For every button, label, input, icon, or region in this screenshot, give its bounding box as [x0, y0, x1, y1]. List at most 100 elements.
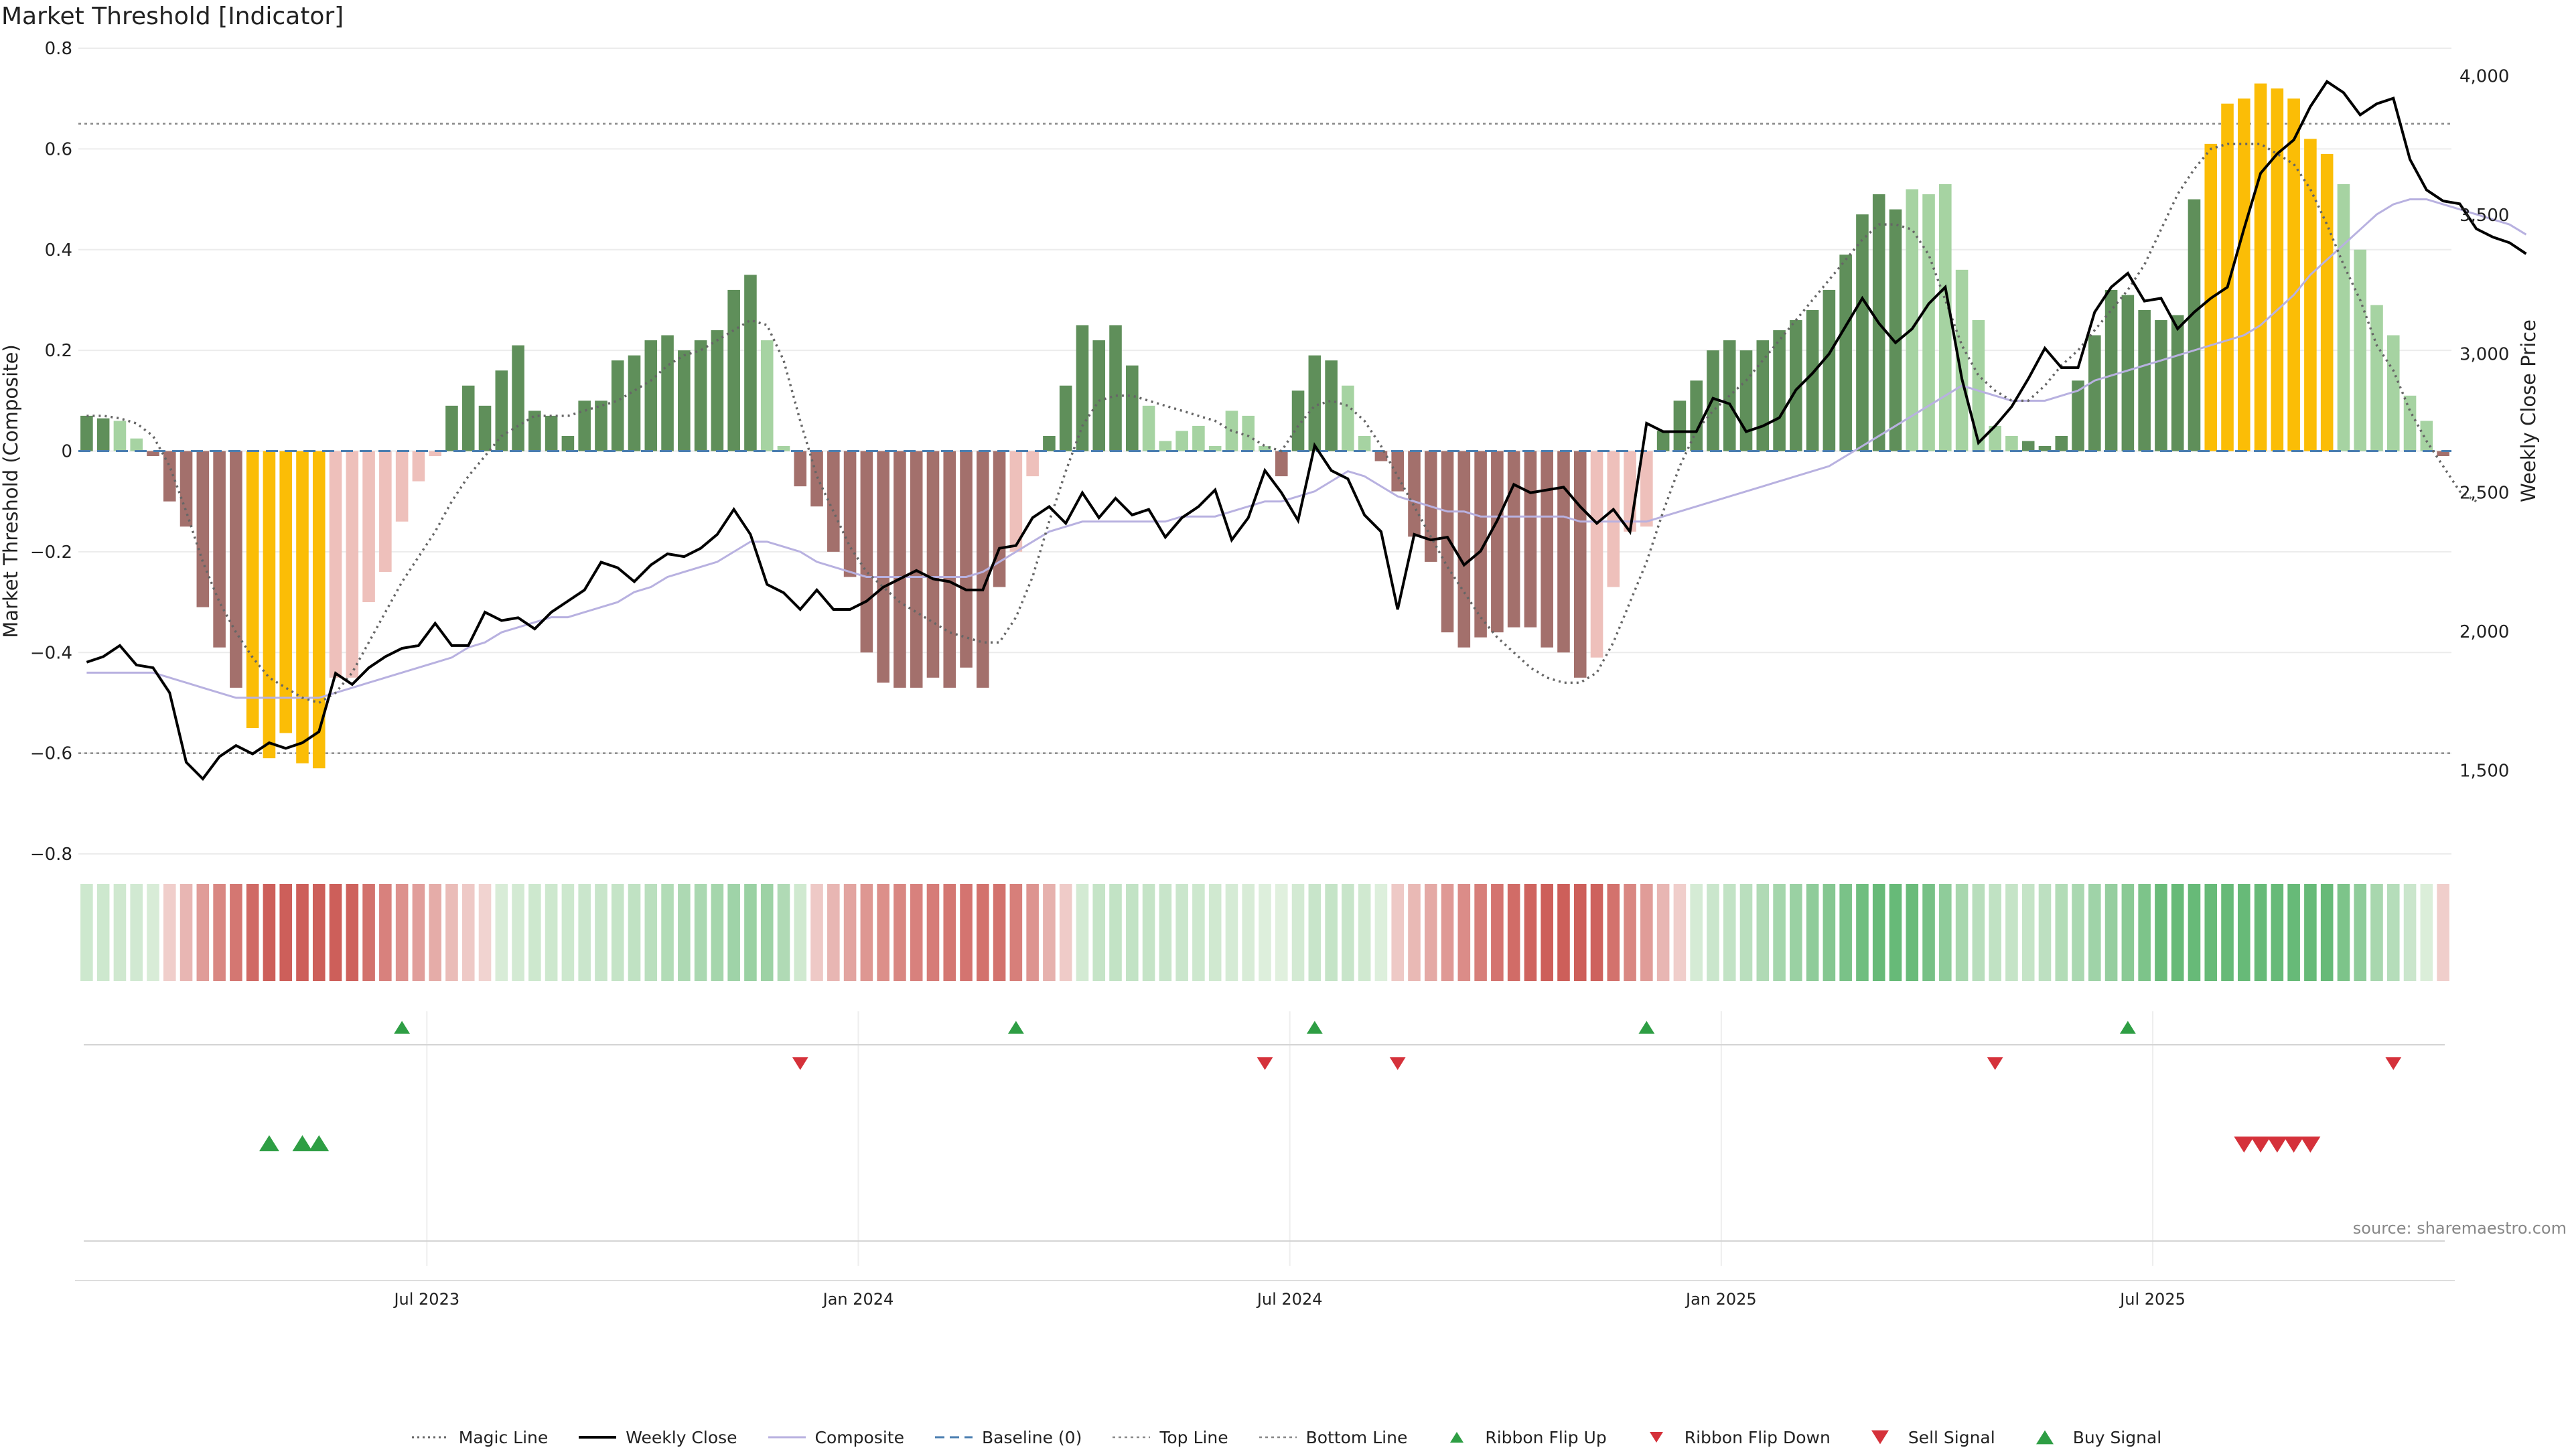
legend-label: Buy Signal [2072, 1427, 2162, 1447]
ribbon-cell [412, 884, 425, 981]
composite-bar [1989, 425, 2001, 451]
ribbon-cell [2304, 884, 2317, 981]
composite-bar [263, 451, 276, 759]
composite-bar [860, 451, 873, 653]
ribbon-cell [1391, 884, 1405, 981]
composite-bar [1607, 451, 1620, 587]
composite-bar [1441, 451, 1454, 633]
composite-bar [1624, 451, 1636, 532]
composite-bar [2121, 295, 2135, 451]
composite-bar [827, 451, 840, 552]
legend-label: Weekly Close [626, 1427, 737, 1447]
ribbon-cell [329, 884, 342, 981]
composite-bar [2386, 335, 2400, 451]
ribbon-cell [263, 884, 276, 981]
ribbon-cell [1972, 884, 1985, 981]
composite-bar [661, 335, 674, 451]
buy-signal-marker [292, 1135, 313, 1151]
composite-bar [2354, 249, 2367, 451]
ribbon-cell [1656, 884, 1670, 981]
ribbon-cell [578, 884, 591, 981]
composite-bar [2038, 445, 2052, 451]
ribbon-cell [661, 884, 674, 981]
composite-bar [1059, 385, 1072, 451]
composite-bar [1972, 320, 1985, 451]
ribbon-cell [1175, 884, 1188, 981]
legend-label: Ribbon Flip Up [1485, 1427, 1607, 1447]
ribbon-cell [2254, 884, 2267, 981]
composite-bar [1773, 330, 1786, 451]
composite-bar [1159, 441, 1172, 451]
composite-bar [794, 451, 807, 487]
ribbon-cell [2287, 884, 2300, 981]
y-right-tick-label: 1,500 [2459, 761, 2509, 782]
ribbon-cell [163, 884, 176, 981]
composite-bar [1590, 451, 1603, 658]
composite-bar [2138, 309, 2151, 451]
composite-bar [2320, 153, 2334, 451]
ribbon-cell [346, 884, 359, 981]
composite-bar [461, 385, 475, 451]
legend-swatch [1450, 1432, 1464, 1443]
composite-bar [1275, 451, 1288, 477]
bar-layer [80, 83, 2449, 769]
composite-bar [1524, 451, 1537, 628]
ribbon-cell [1026, 884, 1039, 981]
composite-bar [1906, 189, 1919, 451]
ribbon-cell [1109, 884, 1122, 981]
y-right-tick-label: 3,000 [2459, 344, 2509, 364]
ribbon-cell [843, 884, 857, 981]
ribbon-cell [860, 884, 873, 981]
composite-bar [2337, 184, 2350, 451]
ribbon-cell [1009, 884, 1023, 981]
ribbon-cell [461, 884, 475, 981]
composite-bar [1291, 390, 1305, 451]
y-right-tick-label: 2,500 [2459, 484, 2509, 504]
ribbon-cell [1225, 884, 1238, 981]
composite-bar [1374, 451, 1388, 461]
ribbon-flip-up-marker [1306, 1021, 1323, 1034]
composite-bar [1325, 360, 1338, 451]
composite-bar [926, 451, 940, 678]
sell-signal-marker [2267, 1137, 2287, 1153]
ribbon-cell [1773, 884, 1786, 981]
ribbon-cell [2320, 884, 2334, 981]
ribbon-cell [2188, 884, 2201, 981]
ribbon-cell [1823, 884, 1836, 981]
ribbon-cell [1856, 884, 1869, 981]
ribbon-cell [1707, 884, 1719, 981]
composite-bar [545, 415, 558, 451]
composite-bar [1573, 451, 1587, 678]
ribbon-cell [1076, 884, 1089, 981]
composite-bar [1142, 405, 1155, 451]
composite-bar [1076, 325, 1089, 451]
legend-item-flipdown: Ribbon Flip Down [1636, 1428, 1831, 1447]
ribbon-cell [1640, 884, 1653, 981]
legend-swatch [411, 1436, 449, 1439]
composite-bar [943, 451, 956, 688]
ribbon-cell [678, 884, 691, 981]
ribbon-cell [2238, 884, 2250, 981]
composite-bar [2171, 315, 2184, 451]
ribbon-cell [1474, 884, 1487, 981]
legend-swatch [1871, 1430, 1889, 1445]
legend-item-flipup: Ribbon Flip Up [1437, 1427, 1607, 1447]
ribbon-cell [2072, 884, 2084, 981]
composite-bar [147, 451, 159, 457]
ribbon-cell [130, 884, 143, 981]
ribbon-cell [1308, 884, 1321, 981]
ribbon-cell [230, 884, 242, 981]
composite-bar [362, 451, 375, 603]
composite-bar [445, 405, 458, 451]
legend-label: Magic Line [458, 1427, 549, 1447]
ribbon-cell [2271, 884, 2284, 981]
ribbon-cell [2403, 884, 2417, 981]
composite-bar [1541, 451, 1553, 648]
ribbon-cell [1424, 884, 1437, 981]
ribbon-cell [1291, 884, 1305, 981]
ribbon-cell [395, 884, 409, 981]
legend-item-baseline: Baseline (0) [934, 1428, 1082, 1447]
ribbon-cell [147, 884, 159, 981]
ribbon-cell [926, 884, 940, 981]
buy-signal-marker [309, 1135, 330, 1151]
